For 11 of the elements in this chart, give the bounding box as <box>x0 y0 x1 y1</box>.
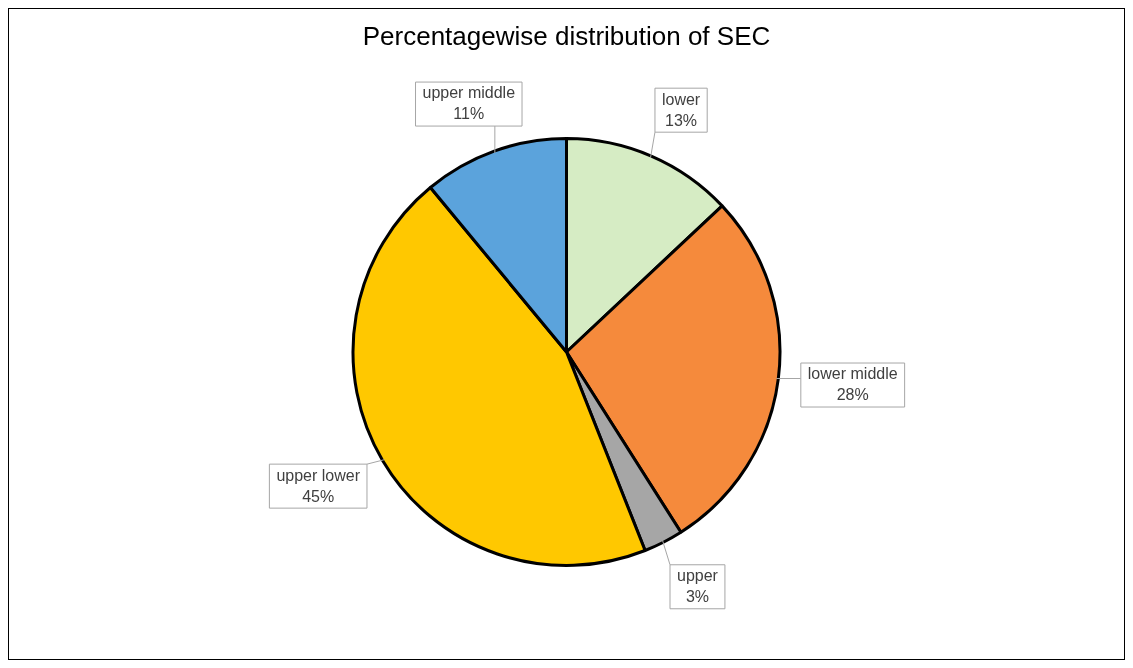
data-label: 3% <box>685 588 710 606</box>
slice-label: upper <box>677 567 719 585</box>
slice-label: lower middle <box>807 365 898 383</box>
slice-label: upper lower <box>276 466 361 484</box>
slice-label: upper middle <box>422 84 516 102</box>
data-label: 13% <box>665 111 698 129</box>
chart-title: Percentagewise distribution of SEC <box>361 21 772 53</box>
slice-label: lower <box>661 90 701 108</box>
data-label: 45% <box>302 487 335 505</box>
data-label: 11% <box>453 105 485 123</box>
data-label: 28% <box>836 386 869 404</box>
